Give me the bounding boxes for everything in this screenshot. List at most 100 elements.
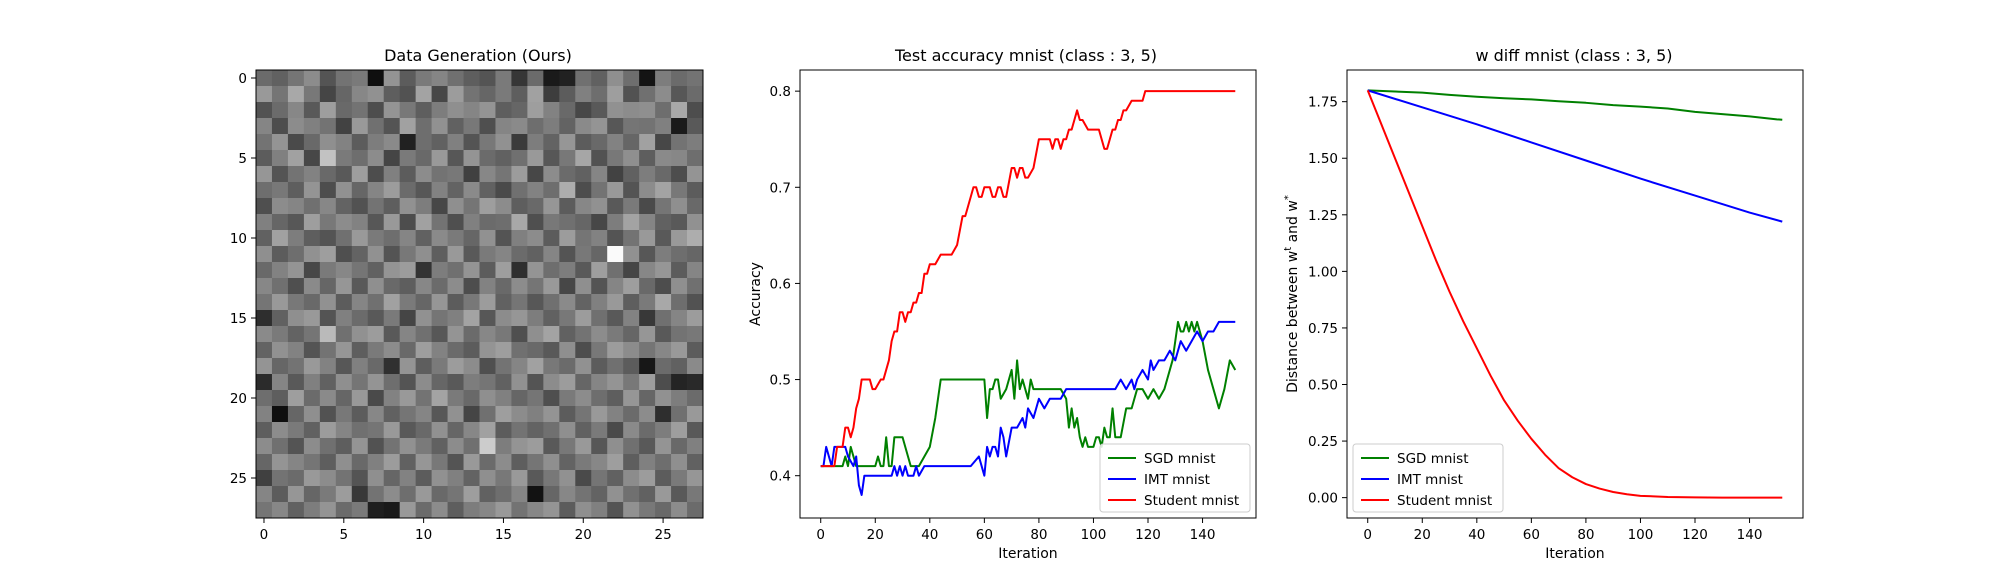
heatmap-cell xyxy=(687,390,704,407)
heatmap-cell xyxy=(671,454,688,471)
x-tick-label: 100 xyxy=(1081,527,1107,543)
heatmap-cell xyxy=(591,278,608,295)
x-tick-label: 5 xyxy=(340,527,349,543)
heatmap-cell xyxy=(447,86,464,103)
heatmap-cell xyxy=(447,342,464,359)
heatmap-cell xyxy=(623,198,640,215)
heatmap-cell xyxy=(639,150,656,167)
heatmap-cell xyxy=(511,150,528,167)
heatmap-cell xyxy=(559,230,576,247)
heatmap-cell xyxy=(655,278,672,295)
heatmap-cell xyxy=(687,86,704,103)
heatmap-cell xyxy=(623,214,640,231)
heatmap-cell xyxy=(671,422,688,439)
y-tick-label: 15 xyxy=(230,311,247,327)
heatmap-cell xyxy=(479,134,496,151)
heatmap-cell xyxy=(335,150,353,167)
heatmap-cell xyxy=(495,310,512,327)
heatmap-cell xyxy=(687,454,704,471)
heatmap-cell xyxy=(607,294,624,311)
x-tick-label: 60 xyxy=(976,527,993,543)
heatmap-cell xyxy=(415,230,432,247)
heatmap-cell xyxy=(479,470,496,487)
heatmap-cell xyxy=(575,486,592,503)
heatmap-cell xyxy=(623,326,640,343)
heatmap-cell xyxy=(639,182,656,199)
heatmap-cell xyxy=(591,486,608,503)
heatmap-cell xyxy=(511,454,528,471)
heatmap-cell xyxy=(319,486,337,503)
heatmap-cell xyxy=(256,502,273,519)
heatmap-cell xyxy=(303,502,321,519)
heatmap-cell xyxy=(351,422,369,439)
heatmap-cell xyxy=(495,134,512,151)
heatmap-cell xyxy=(479,294,496,311)
heatmap-cell xyxy=(639,246,656,263)
heatmap-cell xyxy=(303,262,321,279)
heatmap-cell xyxy=(527,278,544,295)
heatmap-cell xyxy=(591,118,608,135)
y-tick-label: 1.50 xyxy=(1308,151,1338,167)
heatmap-cell xyxy=(687,358,704,375)
x-tick-label: 140 xyxy=(1190,527,1216,543)
heatmap-cell xyxy=(431,326,448,343)
heatmap-cell xyxy=(256,326,273,343)
heatmap-cell xyxy=(431,470,448,487)
heatmap-cell xyxy=(671,134,688,151)
heatmap-cell xyxy=(351,134,369,151)
heatmap-cell xyxy=(447,70,464,87)
heatmap-cell xyxy=(367,230,385,247)
heatmap-cell xyxy=(687,406,704,423)
heatmap-cell xyxy=(399,358,417,375)
heatmap-cell xyxy=(607,150,624,167)
heatmap-cell xyxy=(527,326,544,343)
heatmap-cell xyxy=(575,230,592,247)
x-tick-label: 0 xyxy=(260,527,269,543)
heatmap-cell xyxy=(287,342,305,359)
heatmap-cell xyxy=(415,150,432,167)
heatmap-cell xyxy=(367,70,385,87)
heatmap-cell xyxy=(495,182,512,199)
heatmap-cell xyxy=(287,454,305,471)
heatmap-cell xyxy=(607,86,624,103)
heatmap-cell xyxy=(575,326,592,343)
heatmap-ticks: 0 5 10 15 20 25 0 5 10 15 20 25 xyxy=(230,71,672,543)
heatmap-cell xyxy=(287,326,305,343)
heatmap-cell xyxy=(463,198,480,215)
heatmap-cell xyxy=(319,246,337,263)
heatmap-cell xyxy=(575,182,592,199)
heatmap-cell xyxy=(256,198,273,215)
heatmap-cell xyxy=(319,502,337,519)
heatmap-cell xyxy=(639,502,656,519)
heatmap-cell xyxy=(655,358,672,375)
heatmap-cell xyxy=(527,502,544,519)
accuracy-xlabel: Iteration xyxy=(998,546,1057,562)
heatmap-cell xyxy=(319,390,337,407)
heatmap-cell xyxy=(303,230,321,247)
heatmap-cell xyxy=(463,246,480,263)
heatmap-cell xyxy=(335,230,353,247)
heatmap-cell xyxy=(303,278,321,295)
heatmap-cell xyxy=(543,486,560,503)
y-tick-label: 5 xyxy=(238,151,247,167)
heatmap-cell xyxy=(303,150,321,167)
heatmap-cell xyxy=(495,86,512,103)
heatmap-cell xyxy=(399,326,417,343)
heatmap-cell xyxy=(256,246,273,263)
heatmap-cell xyxy=(591,246,608,263)
heatmap-cell xyxy=(687,486,704,503)
y-tick-label: 10 xyxy=(230,231,247,247)
heatmap-panel: Data Generation (Ours) 0 5 10 15 20 25 0 5 10 15 2… xyxy=(230,46,704,543)
heatmap-cell xyxy=(303,214,321,231)
heatmap-cell xyxy=(399,182,417,199)
heatmap-cell xyxy=(447,502,464,519)
heatmap-cell xyxy=(335,278,353,295)
heatmap-cell xyxy=(399,262,417,279)
accuracy-legend: SGD mnist IMT mnist Student mnist xyxy=(1099,443,1251,513)
heatmap-cell xyxy=(687,166,704,183)
heatmap-cell xyxy=(543,246,560,263)
heatmap-cell xyxy=(431,374,448,391)
legend-label: IMT mnist xyxy=(1144,472,1210,488)
heatmap-cell xyxy=(559,86,576,103)
legend-label: IMT mnist xyxy=(1397,472,1463,488)
